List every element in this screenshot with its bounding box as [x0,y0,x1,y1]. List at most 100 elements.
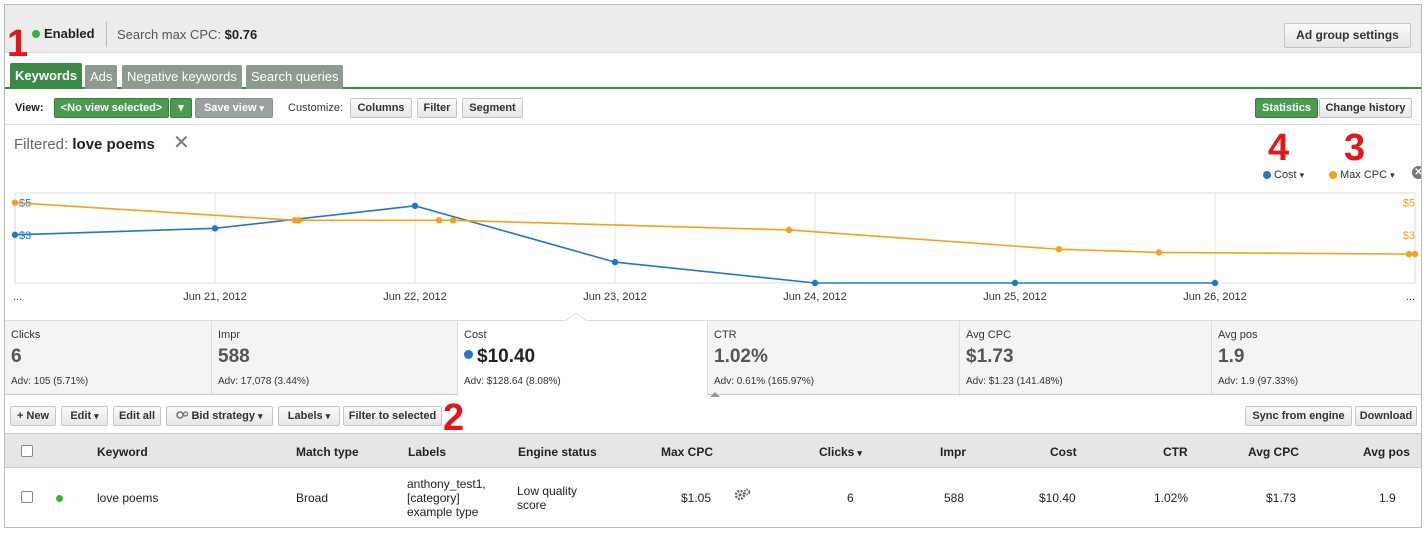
data-point-cost [11,231,19,238]
cost-dot-icon [464,350,473,359]
column-match-type[interactable]: Match type [296,445,359,459]
ad-group-settings-button[interactable]: Ad group settings [1284,23,1411,48]
sync-from-engine-button[interactable]: Sync from engine [1245,406,1352,426]
columns-button[interactable]: Columns [350,98,412,118]
column-engine-status[interactable]: Engine status [518,445,597,459]
search-max-cpc-value: $0.76 [224,27,258,42]
legend-cost[interactable]: Cost ▾ [1263,169,1304,181]
status-dot-icon [32,30,40,38]
stat-ctr[interactable]: CTR 1.02% Adv: 0.61% (165.97%) [708,321,960,396]
row-checkbox[interactable] [21,491,33,503]
chevron-down-icon: ▾ [1299,170,1305,180]
data-point-max-cpc [11,199,19,206]
tab-search-queries[interactable]: Search queries [246,65,344,89]
column-avg-pos[interactable]: Avg pos [1363,445,1410,459]
data-point-cost [611,258,619,266]
data-point-max-cpc [1055,246,1063,253]
column-keyword[interactable]: Keyword [97,445,148,459]
new-button[interactable]: + New [10,406,56,426]
filter-term: love poems [72,136,155,153]
stat-impr[interactable]: Impr 588 Adv: 17,078 (3.44%) [212,321,458,396]
tab-keywords[interactable]: Keywords [10,63,83,89]
gears-icon[interactable] [733,486,751,504]
data-point-cost [211,225,219,232]
labels-button[interactable]: Labels ▾ [278,406,340,426]
close-icon[interactable]: ✕ [1412,166,1421,179]
stat-clicks[interactable]: Clicks 6 Adv: 105 (5.71%) [5,321,212,396]
column-avg-cpc[interactable]: Avg CPC [1248,445,1299,459]
stat-advertiser-comparison: Adv: $128.64 (8.08%) [464,376,561,387]
save-view-label: Save view [203,102,257,114]
change-history-button[interactable]: Change history [1319,98,1412,118]
keyword-cell[interactable]: love poems [97,491,159,505]
chevron-down-icon: ▾ [325,411,331,421]
expand-chart-icon[interactable] [710,391,720,397]
column-cost[interactable]: Cost [1050,445,1077,459]
stat-avg-cpc[interactable]: Avg CPC $1.73 Adv: $1.23 (141.48%) [960,321,1212,396]
view-select[interactable]: <No view selected> [54,98,169,118]
download-button[interactable]: Download [1355,406,1417,426]
y-left-tick-label: $3 [19,230,31,242]
chevron-down-icon: ▾ [178,102,184,114]
tab-negative-keywords[interactable]: Negative keywords [122,65,242,89]
column-max-cpc[interactable]: Max CPC [661,445,714,459]
max-cpc-cell[interactable]: $1.05 [681,491,712,505]
view-label: View: [15,102,44,114]
clicks-cell: 6 [847,491,854,505]
engine-status-line-1: Low quality [517,484,578,498]
stat-value: $1.73 [966,346,1014,368]
legend-max-cpc[interactable]: Max CPC ▾ [1329,169,1395,181]
column-impr[interactable]: Impr [940,445,967,459]
bid-strategy-label: Bid strategy [191,410,256,422]
search-max-cpc-label: Search max CPC: [117,27,222,42]
data-point-cost [811,279,819,287]
save-view-button[interactable]: Save view ▾ [195,98,273,118]
stat-advertiser-comparison: Adv: 105 (5.71%) [11,376,89,387]
filter-to-selected-button[interactable]: Filter to selected [343,406,442,426]
stat-advertiser-comparison: Adv: 17,078 (3.44%) [218,376,310,387]
select-all-checkbox[interactable] [21,445,33,457]
bid-strategy-button[interactable]: Bid strategy ▾ [166,406,273,426]
data-point-max-cpc [1411,250,1419,258]
tab-bar: Keywords Ads Negative keywords Search qu… [5,63,1421,89]
filter-prefix: Filtered: [14,136,69,153]
stat-value-text: 1.9 [1218,346,1245,367]
stat-advertiser-comparison: Adv: 1.9 (97.33%) [1218,376,1299,387]
stat-label: Avg pos [1218,329,1258,341]
tab-ads[interactable]: Ads [85,65,118,89]
y-right-tick-label: $3 [1403,230,1415,242]
avg-cpc-cell: $1.73 [1266,491,1297,505]
annotation-1: 1 [7,23,29,65]
segment-button[interactable]: Segment [462,98,523,118]
stat-avg-pos[interactable]: Avg pos 1.9 Adv: 1.9 (97.33%) [1212,321,1421,396]
stat-value: 588 [218,346,250,368]
filter-button[interactable]: Filter [417,98,457,118]
x-tick-label: Jun 23, 2012 [583,291,647,303]
column-ctr[interactable]: CTR [1163,445,1188,459]
app-frame: Enabled Search max CPC: $0.76 Ad group s… [4,4,1422,528]
gears-icon [176,411,189,419]
column-clicks[interactable]: Clicks ▾ [819,445,862,459]
close-icon[interactable]: ✕ [173,132,190,154]
stat-value-text: $10.40 [477,346,536,367]
view-dropdown-button[interactable]: ▾ [170,98,192,118]
stat-value-text: 588 [218,346,250,367]
x-tick-label: Jun 22, 2012 [383,291,447,303]
statistics-button[interactable]: Statistics [1255,98,1318,118]
avg-pos-cell: 1.9 [1379,491,1396,505]
x-tick-label: Jun 25, 2012 [983,291,1047,303]
labels-label: Labels [287,410,323,422]
chevron-down-icon: ▾ [258,411,263,421]
edit-all-button[interactable]: Edit all [113,406,161,426]
plot-area [14,192,1416,284]
stat-cost[interactable]: Cost $10.40 Adv: $128.64 (8.08%) [458,321,708,396]
ctr-cell: 1.02% [1154,491,1189,505]
engine-status-line-2: score [517,498,547,512]
stat-value: $10.40 [464,346,535,368]
data-point-max-cpc [295,217,303,224]
column-labels[interactable]: Labels [408,445,447,459]
y-right-tick-label: $5 [1403,198,1415,210]
x-tick-label: Jun 21, 2012 [183,291,247,303]
data-point-max-cpc [785,226,793,234]
edit-button[interactable]: Edit ▾ [61,406,108,426]
